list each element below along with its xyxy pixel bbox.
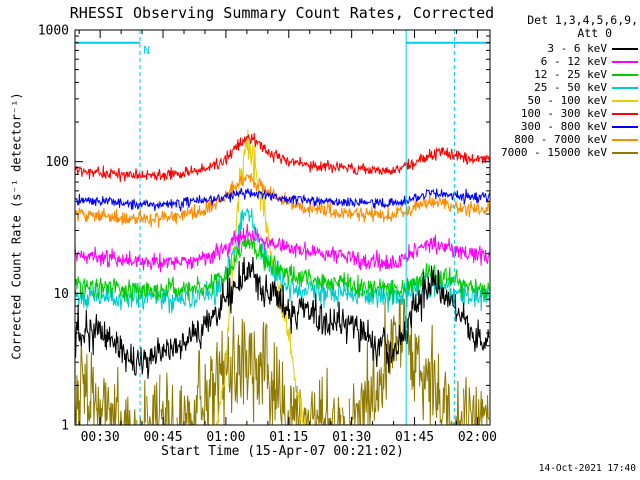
- legend-item-label: 6 - 12 keV: [540, 55, 607, 68]
- x-tick-label: 01:30: [332, 430, 371, 445]
- legend-item: 12 - 25 keV: [488, 68, 638, 81]
- x-axis-label: Start Time (15-Apr-07 00:21:02): [161, 444, 404, 459]
- x-tick-label: 00:45: [143, 430, 182, 445]
- night-label: N: [143, 44, 150, 57]
- legend-item: 7000 - 15000 keV: [488, 146, 638, 159]
- legend-item: 3 - 6 keV: [488, 42, 638, 55]
- legend-item-swatch: [612, 86, 638, 89]
- y-tick-label: 1000: [38, 24, 69, 39]
- legend-item-label: 100 - 300 keV: [520, 107, 607, 120]
- x-tick-label: 00:30: [81, 430, 120, 445]
- legend-item: 100 - 300 keV: [488, 107, 638, 120]
- legend-item-label: 25 - 50 keV: [534, 81, 607, 94]
- legend-item-label: 800 - 7000 keV: [514, 133, 607, 146]
- legend-item-label: 3 - 6 keV: [547, 42, 607, 55]
- series-line-800-7000keV: [74, 173, 490, 228]
- y-tick-label: 10: [53, 287, 69, 302]
- y-tick-label: 100: [46, 155, 69, 170]
- legend-item: 6 - 12 keV: [488, 55, 638, 68]
- creation-timestamp: 14-Oct-2021 17:40: [538, 463, 636, 474]
- legend-item-label: 7000 - 15000 keV: [501, 146, 607, 159]
- legend-item: 800 - 7000 keV: [488, 133, 638, 146]
- x-tick-label: 01:00: [206, 430, 245, 445]
- legend-item-label: 50 - 100 keV: [527, 94, 607, 107]
- chart-title: RHESSI Observing Summary Count Rates, Co…: [69, 4, 495, 22]
- series-line-300-800keV: [75, 187, 490, 212]
- legend-item-label: 300 - 800 keV: [520, 120, 607, 133]
- plot-frame: [74, 29, 491, 426]
- x-tick-label: 01:15: [269, 430, 308, 445]
- legend-item: 300 - 800 keV: [488, 120, 638, 133]
- legend-detector-info: Det 1,3,4,5,6,9,: [527, 13, 638, 27]
- legend-item-swatch: [612, 73, 638, 76]
- legend-item-label: 12 - 25 keV: [534, 68, 607, 81]
- series-line-100-300keV: [74, 132, 490, 183]
- legend-item: 25 - 50 keV: [488, 81, 638, 94]
- legend-item: 50 - 100 keV: [488, 94, 638, 107]
- x-tick-label: 01:45: [395, 430, 434, 445]
- series-line-6-12keV: [74, 223, 490, 273]
- legend-item-swatch: [612, 151, 638, 154]
- legend-item-swatch: [612, 138, 638, 141]
- legend-item-swatch: [612, 47, 638, 50]
- legend-entries: 3 - 6 keV 6 - 12 keV 12 - 25 keV 25 - 50 ke…: [488, 42, 638, 159]
- legend-item-swatch: [612, 60, 638, 63]
- series-line-3-6keV: [74, 256, 490, 379]
- legend-item-swatch: [612, 125, 638, 128]
- series-line-12-25keV: [74, 235, 490, 303]
- y-tick-label: 1: [61, 419, 69, 434]
- x-tick-label: 02:00: [458, 430, 497, 445]
- legend: Det 1,3,4,5,6,9, Att 0 3 - 6 keV 6 - 12 k…: [488, 14, 638, 159]
- legend-item-swatch: [612, 99, 638, 102]
- legend-attenuator-info: Att 0: [577, 26, 612, 40]
- legend-item-swatch: [612, 112, 638, 115]
